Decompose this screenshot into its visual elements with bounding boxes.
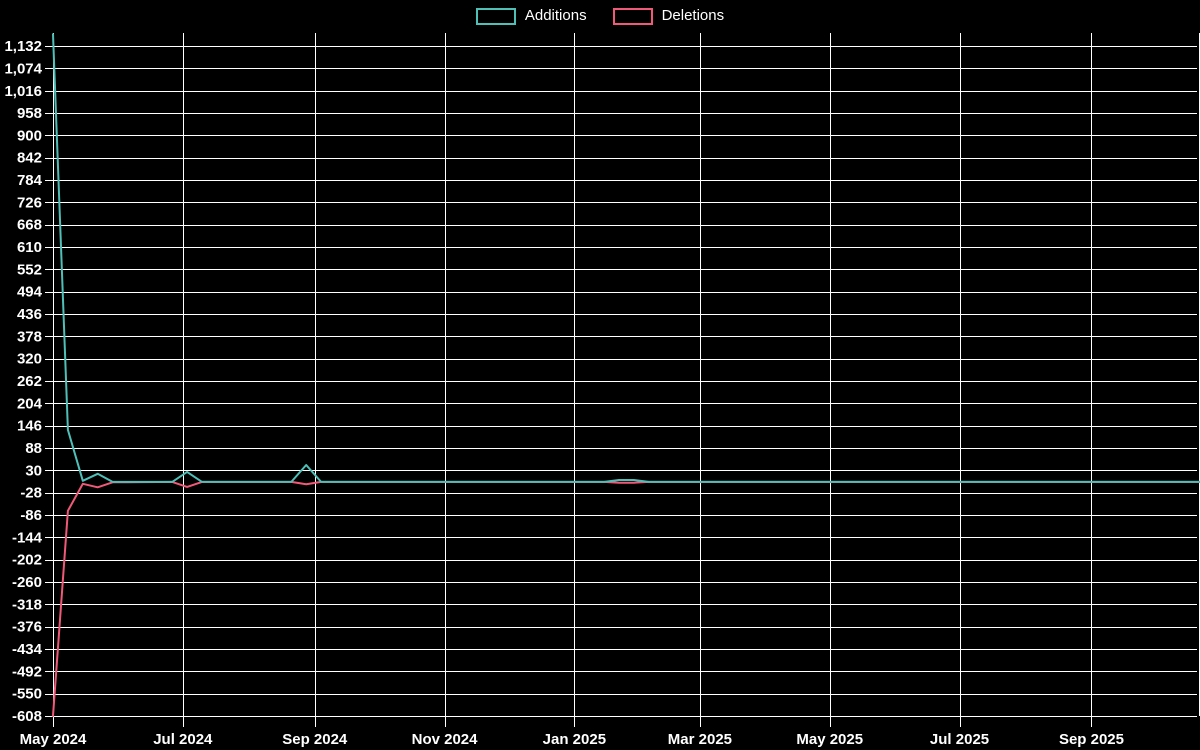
x-tick-label: May 2025 bbox=[796, 731, 863, 748]
y-tick-label: -260 bbox=[12, 574, 42, 591]
gridlines bbox=[45, 33, 1200, 717]
y-tick-label: 842 bbox=[17, 150, 42, 167]
y-tick-label: 88 bbox=[25, 440, 42, 457]
y-tick-label: 1,016 bbox=[4, 83, 42, 100]
legend-label-deletions: Deletions bbox=[661, 7, 725, 24]
legend-label-additions: Additions bbox=[524, 7, 587, 24]
x-tick-label: Mar 2025 bbox=[668, 731, 732, 748]
y-tick-label: 204 bbox=[17, 395, 43, 412]
x-tick-label: Sep 2024 bbox=[282, 731, 348, 748]
y-tick-label: 784 bbox=[17, 172, 43, 189]
y-tick-label: 1,132 bbox=[4, 38, 42, 55]
y-axis-labels: -608 -550 -492 -434 -376 -318 -260 -202 -144 -86 -… bbox=[4, 38, 42, 725]
legend-item-deletions[interactable]: Deletions bbox=[612, 7, 725, 25]
y-tick-label: 494 bbox=[17, 284, 43, 301]
y-tick-label: 610 bbox=[17, 239, 42, 256]
y-tick-label: 958 bbox=[17, 105, 42, 122]
y-tick-label: -608 bbox=[12, 708, 42, 725]
y-tick-label: 262 bbox=[17, 373, 42, 390]
y-tick-label: 378 bbox=[17, 328, 42, 345]
y-tick-label: -434 bbox=[12, 641, 43, 658]
y-tick-label: -28 bbox=[20, 485, 42, 502]
y-tick-label: -376 bbox=[12, 619, 42, 636]
legend-item-additions[interactable]: Additions bbox=[475, 7, 587, 25]
y-tick-label: -492 bbox=[12, 663, 42, 680]
deletions-swatch-icon bbox=[612, 7, 653, 25]
y-tick-label: 320 bbox=[17, 351, 42, 368]
x-tick-label: Jan 2025 bbox=[543, 731, 606, 748]
deletions-line bbox=[52, 480, 1200, 717]
x-tick-label: Nov 2024 bbox=[412, 731, 479, 748]
y-tick-label: 1,074 bbox=[4, 60, 42, 77]
y-tick-label: 146 bbox=[17, 418, 42, 435]
y-tick-label: 30 bbox=[25, 462, 42, 479]
x-tick-label: Jul 2025 bbox=[930, 731, 989, 748]
y-tick-label: 552 bbox=[17, 261, 42, 278]
additions-swatch-icon bbox=[475, 7, 516, 25]
x-axis-labels: May 2024 Jul 2024 Sep 2024 Nov 2024 Jan 2025… bbox=[20, 731, 1124, 748]
y-tick-label: -550 bbox=[12, 686, 42, 703]
y-tick-label: -144 bbox=[12, 529, 43, 546]
y-tick-label: 436 bbox=[17, 306, 42, 323]
additions-line bbox=[52, 33, 1200, 483]
y-tick-label: 726 bbox=[17, 194, 42, 211]
x-tick-label: Jul 2024 bbox=[153, 731, 213, 748]
y-tick-label: 668 bbox=[17, 217, 42, 234]
y-tick-label: 900 bbox=[17, 127, 42, 144]
chart-legend: Additions Deletions bbox=[0, 7, 1200, 25]
y-tick-label: -318 bbox=[12, 596, 42, 613]
axis-tick-marks bbox=[53, 716, 1092, 727]
y-tick-label: -86 bbox=[20, 507, 42, 524]
x-tick-label: May 2024 bbox=[20, 731, 87, 748]
x-tick-label: Sep 2025 bbox=[1059, 731, 1124, 748]
y-tick-label: -202 bbox=[12, 552, 42, 569]
